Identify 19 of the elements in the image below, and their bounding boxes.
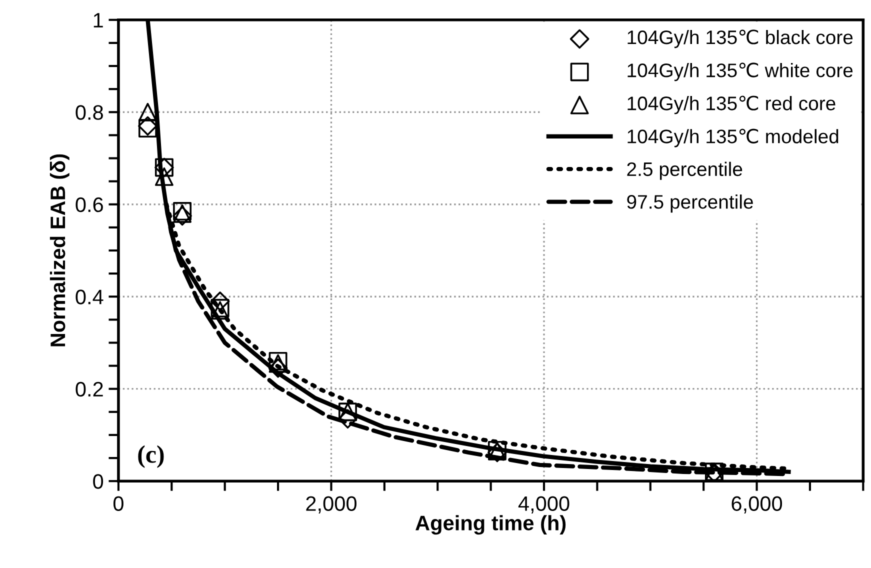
annotation: (c) [138,445,164,468]
y-axis-title: Normalized EAB (δ) [50,154,70,346]
x-tick-label: 2,000 [306,496,356,514]
legend-label: 97.5 percentile [627,194,753,213]
y-tick-label: 0.8 [76,105,103,120]
y-tick-label: 0.4 [76,290,104,304]
legend-label: 104Gy/h 135℃ red core [628,96,836,114]
legend-label: 104Gy/h 135℃ white core [628,62,853,82]
x-tick-label: 6,000 [732,496,782,514]
legend-label: 104Gy/h 135℃ black core [628,30,853,48]
x-axis-title: Ageing time (h) [416,515,566,535]
y-tick-label: 0 [93,474,104,489]
y-tick-label: 1 [94,13,103,28]
x-tick-label: 0 [113,496,124,511]
y-tick-label: 0.2 [76,382,103,397]
y-tick-label: 0.6 [76,197,103,212]
legend-label: 2.5 percentile [627,162,742,180]
legend-label: 104Gy/h 135℃ modeled [628,128,838,148]
x-tick-label: 4,000 [518,496,570,514]
